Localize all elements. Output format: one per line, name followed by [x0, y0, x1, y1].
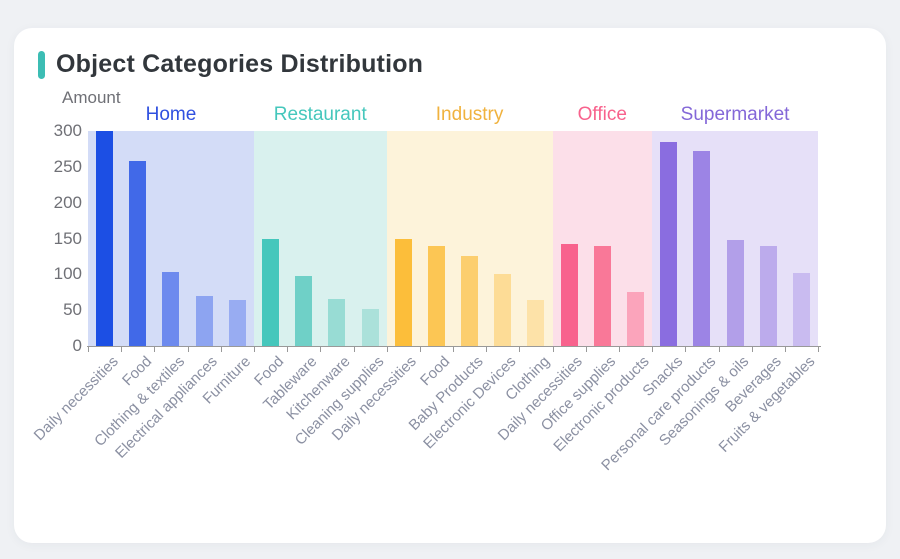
x-axis-tick: [353, 346, 355, 352]
bar-industry-baby-products[interactable]: [461, 255, 479, 346]
bar-home-food[interactable]: [129, 161, 147, 346]
bar-supermarket-personal-care-products[interactable]: [693, 151, 711, 346]
bar-restaurant-tableware[interactable]: [295, 275, 313, 346]
bar-home-electrical-appliances[interactable]: [195, 295, 213, 346]
x-axis-ticks: [88, 346, 819, 353]
bar-supermarket-snacks[interactable]: [660, 141, 678, 346]
group-label-office: Office: [577, 104, 627, 125]
y-tick-label: 150: [53, 228, 82, 248]
x-axis-tick: [453, 346, 454, 352]
x-axis-tick: [386, 346, 388, 352]
chart-card: Object Categories Distribution Amount Ho…: [14, 28, 886, 543]
bar-industry-daily-necessities[interactable]: [394, 238, 412, 346]
bar-supermarket-fruits-vegetables[interactable]: [792, 272, 810, 346]
x-axis-tick: [419, 346, 421, 352]
bar-office-office-supplies[interactable]: [593, 246, 611, 346]
x-axis-tick: [154, 346, 156, 352]
x-axis-tick: [486, 346, 488, 352]
x-axis-tick: [585, 346, 587, 352]
title-accent-bar: [38, 51, 45, 79]
x-axis-tick: [751, 346, 753, 352]
y-tick-label: 0: [72, 336, 82, 355]
bar-restaurant-cleaning-supplies[interactable]: [361, 309, 379, 346]
group-label-restaurant: Restaurant: [273, 104, 367, 125]
y-tick-label: 50: [63, 300, 82, 320]
bar-supermarket-beverages[interactable]: [759, 245, 777, 346]
y-tick-label: 300: [53, 121, 82, 140]
bar-home-furniture[interactable]: [228, 300, 246, 346]
y-axis-title: Amount: [62, 88, 121, 107]
x-axis-tick: [652, 346, 654, 352]
x-axis-tick: [287, 346, 289, 352]
bar-industry-food[interactable]: [427, 246, 445, 346]
x-axis-tick: [220, 346, 222, 352]
x-axis-tick: [88, 346, 89, 352]
bar-industry-clothing[interactable]: [527, 300, 545, 346]
bar-home-daily-necessities[interactable]: [96, 131, 114, 346]
y-tick-label: 100: [53, 264, 82, 284]
x-axis-tick: [121, 346, 123, 352]
bar-restaurant-food[interactable]: [262, 239, 279, 346]
x-axis-tick: [253, 346, 255, 352]
x-axis-tick: [718, 346, 720, 352]
y-tick-label: 200: [53, 192, 82, 212]
x-axis-tick: [187, 346, 189, 352]
x-axis-tick: [685, 346, 687, 352]
bar-supermarket-seasonings-oils[interactable]: [726, 239, 744, 346]
group-label-supermarket: Supermarket: [680, 104, 790, 125]
y-axis-tick-labels: 0 50 100 150 200 250 300: [14, 121, 82, 355]
x-axis-tick: [519, 346, 521, 352]
group-label-industry: Industry: [435, 104, 504, 125]
y-tick-label: 250: [53, 156, 82, 176]
x-axis-tick: [320, 346, 322, 352]
bar-industry-electronic-devices[interactable]: [494, 274, 512, 346]
bar-office-electronic-products[interactable]: [627, 292, 644, 346]
x-axis-tick: [784, 346, 786, 352]
group-label-home: Home: [145, 104, 197, 125]
bar-restaurant-kitchenware[interactable]: [328, 299, 346, 346]
group-headers: Home Restaurant Industry Office Supermarket: [88, 104, 818, 130]
bar-home-clothing-textiles[interactable]: [162, 272, 180, 346]
x-axis-tick: [818, 346, 819, 352]
x-axis-tick: [618, 346, 620, 352]
x-axis-labels: Daily necessities Food Clothing & textiles…: [31, 353, 819, 533]
bar-office-daily-necessities[interactable]: [560, 243, 578, 346]
x-axis-line: [87, 346, 821, 347]
x-axis-tick: [552, 346, 554, 352]
plot-area: [88, 131, 818, 346]
chart-title: Object Categories Distribution: [56, 50, 424, 78]
